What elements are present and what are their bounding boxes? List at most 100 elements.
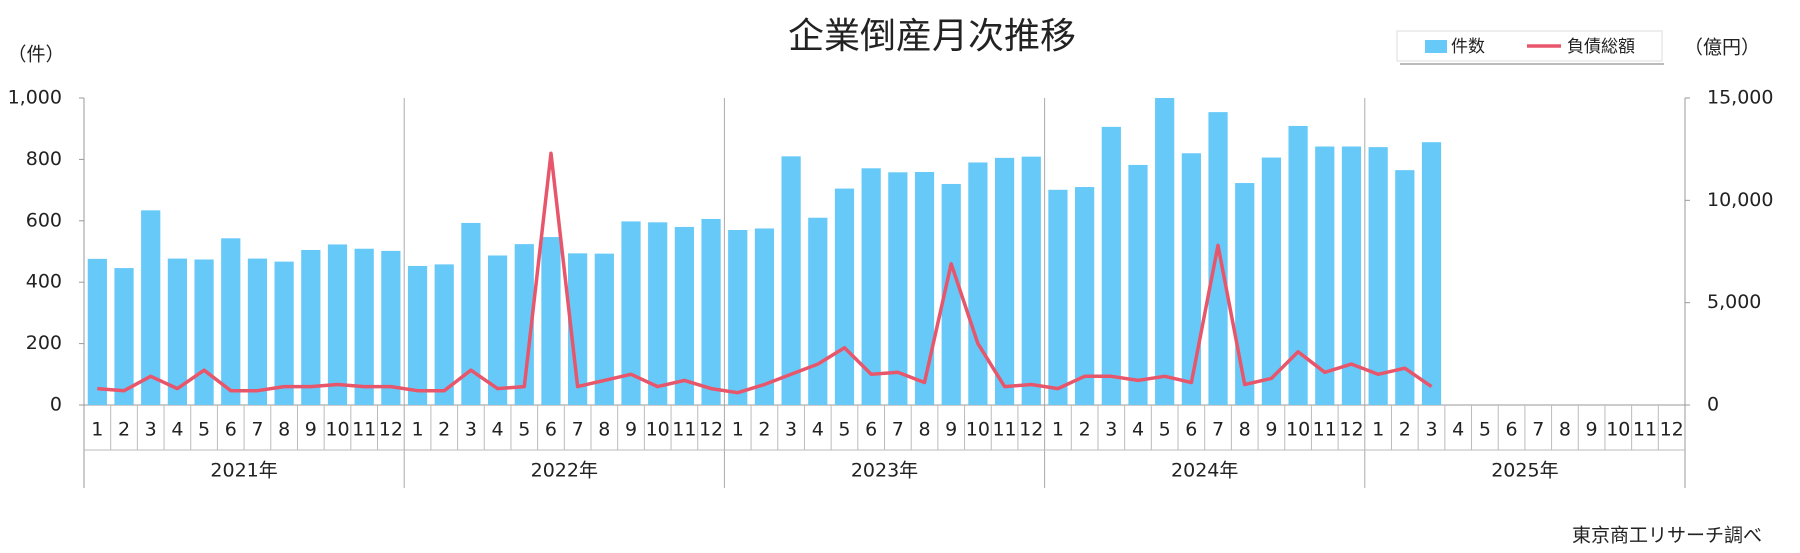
x-tick-label: 7 xyxy=(1212,419,1224,441)
chart-title: 企業倒産月次推移 xyxy=(788,16,1076,57)
x-tick-label: 6 xyxy=(1185,419,1197,441)
x-group-label: 2025年 xyxy=(1491,460,1558,482)
x-tick-label: 8 xyxy=(598,419,610,441)
x-tick-label: 12 xyxy=(1660,419,1684,441)
x-group-label: 2023年 xyxy=(851,460,918,482)
x-tick-label: 2 xyxy=(1399,419,1411,441)
bar xyxy=(888,172,908,405)
y-tick-label: 200 xyxy=(26,332,62,354)
x-tick-label: 2 xyxy=(1079,419,1091,441)
bar xyxy=(381,250,401,405)
bar xyxy=(1128,164,1148,405)
bar xyxy=(1101,126,1121,405)
bar xyxy=(274,261,294,405)
bar xyxy=(1021,156,1041,405)
x-tick-label: 1 xyxy=(1052,419,1064,441)
bar xyxy=(568,253,588,405)
x-tick-label: 10 xyxy=(646,419,670,441)
y2-tick-label: 5,000 xyxy=(1707,291,1761,313)
x-tick-label: 2 xyxy=(438,419,450,441)
bar xyxy=(301,249,321,405)
y-tick-label: 1,000 xyxy=(8,87,62,109)
bar xyxy=(728,230,748,405)
x-tick-label: 3 xyxy=(1105,419,1117,441)
bar xyxy=(1181,153,1201,405)
bar xyxy=(354,248,374,405)
bar xyxy=(861,168,881,405)
bar xyxy=(648,222,668,405)
x-tick-label: 4 xyxy=(1132,419,1144,441)
x-tick-label: 6 xyxy=(225,419,237,441)
bar xyxy=(141,210,161,405)
x-tick-label: 11 xyxy=(1633,419,1657,441)
x-tick-label: 3 xyxy=(145,419,157,441)
x-tick-label: 12 xyxy=(699,419,723,441)
bar xyxy=(461,222,481,405)
x-tick-label: 1 xyxy=(732,419,744,441)
x-tick-label: 4 xyxy=(492,419,504,441)
x-tick-label: 3 xyxy=(465,419,477,441)
x-tick-label: 5 xyxy=(1479,419,1491,441)
x-tick-label: 1 xyxy=(91,419,103,441)
x-group-label: 2022年 xyxy=(531,460,598,482)
x-tick-label: 5 xyxy=(838,419,850,441)
bar xyxy=(754,228,775,405)
x-tick-label: 4 xyxy=(1452,419,1464,441)
y-tick-label: 800 xyxy=(26,148,62,170)
y2-axis-unit: （億円） xyxy=(1684,37,1760,59)
x-tick-label: 1 xyxy=(1372,419,1384,441)
x-tick-label: 1 xyxy=(411,419,423,441)
x-tick-label: 9 xyxy=(945,419,957,441)
bar xyxy=(194,259,214,405)
x-tick-label: 7 xyxy=(892,419,904,441)
bar xyxy=(1395,170,1415,405)
bar xyxy=(1208,112,1228,405)
bar xyxy=(247,258,268,405)
x-tick-label: 3 xyxy=(785,419,797,441)
x-tick-label: 10 xyxy=(325,419,349,441)
bar xyxy=(514,244,534,405)
x-tick-label: 6 xyxy=(865,419,877,441)
legend-label: 件数 xyxy=(1451,37,1485,57)
line xyxy=(97,151,1433,395)
bar xyxy=(1368,147,1388,405)
bar xyxy=(487,255,508,405)
y2-tick-label: 0 xyxy=(1707,394,1719,416)
x-tick-label: 8 xyxy=(278,419,290,441)
x-tick-label: 7 xyxy=(251,419,263,441)
x-tick-label: 11 xyxy=(352,419,376,441)
x-tick-label: 11 xyxy=(672,419,696,441)
x-tick-label: 8 xyxy=(918,419,930,441)
legend-label: 負債総額 xyxy=(1567,37,1635,57)
bar xyxy=(1235,183,1255,405)
bar xyxy=(167,258,187,405)
bar xyxy=(621,221,641,405)
y2-tick-label: 10,000 xyxy=(1707,189,1773,211)
y-tick-label: 600 xyxy=(26,209,62,231)
bar xyxy=(808,217,828,405)
x-tick-label: 12 xyxy=(379,419,403,441)
bar xyxy=(1315,146,1335,406)
x-tick-label: 2 xyxy=(758,419,770,441)
bar xyxy=(541,237,561,405)
x-tick-label: 3 xyxy=(1425,419,1437,441)
x-tick-label: 10 xyxy=(966,419,990,441)
bar xyxy=(407,265,428,405)
x-tick-label: 2 xyxy=(118,419,130,441)
bar xyxy=(1341,146,1362,406)
x-tick-label: 9 xyxy=(1265,419,1277,441)
legend-swatch xyxy=(1425,40,1447,53)
bar xyxy=(327,244,348,405)
bar xyxy=(434,264,454,405)
bar xyxy=(1261,157,1282,405)
bar xyxy=(781,156,801,405)
x-tick-label: 4 xyxy=(812,419,824,441)
bar xyxy=(941,183,961,405)
x-tick-label: 7 xyxy=(572,419,584,441)
x-tick-label: 4 xyxy=(171,419,183,441)
x-tick-label: 5 xyxy=(1159,419,1171,441)
bar xyxy=(1288,125,1308,405)
x-tick-label: 11 xyxy=(992,419,1016,441)
x-tick-label: 7 xyxy=(1532,419,1544,441)
